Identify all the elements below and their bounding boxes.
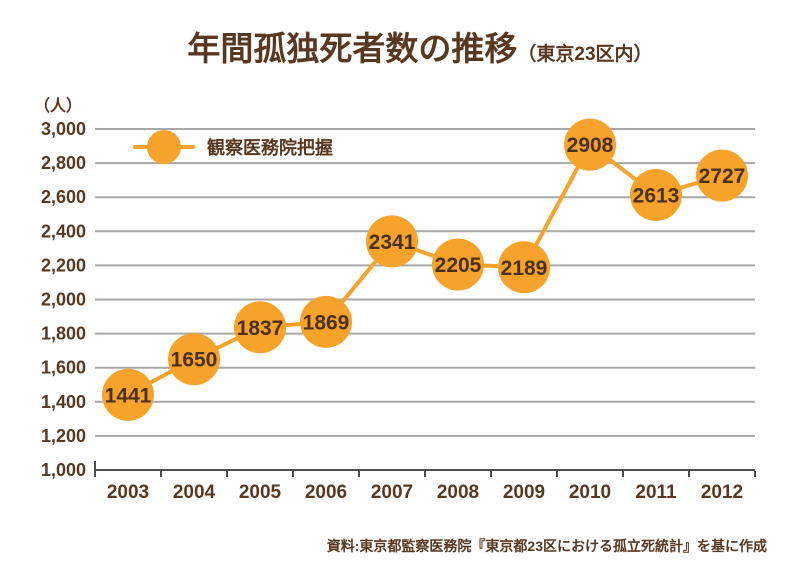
y-tick-label: 2,600: [41, 187, 86, 207]
source-note: 資料:東京都監察医務院『東京都23区における孤立死統計』を基に作成: [326, 538, 767, 554]
x-tick-label: 2011: [635, 482, 677, 503]
data-point-value-label: 1650: [171, 349, 218, 372]
data-point-value-label: 2205: [435, 254, 482, 277]
data-point-marker: [498, 241, 550, 294]
x-tick-label: 2004: [173, 482, 216, 503]
legend-circle-icon: [147, 130, 181, 164]
data-point-marker: [234, 301, 286, 354]
data-point-marker: [366, 215, 418, 268]
x-tick-label: 2012: [701, 482, 743, 503]
data-point-value-label: 2189: [501, 257, 548, 280]
data-point-value-label: 2341: [369, 231, 416, 254]
data-point-marker: [564, 118, 616, 171]
legend: 観察医務院把握: [133, 130, 333, 164]
y-tick-label: 1,400: [41, 392, 86, 412]
x-tick-label: 2006: [305, 482, 347, 503]
data-point-marker: [168, 333, 220, 386]
y-tick-label: 2,200: [41, 255, 86, 275]
page-title-sub: （東京23区内）: [517, 44, 653, 65]
data-point-marker: [432, 238, 484, 291]
y-tick-label: 1,200: [41, 426, 86, 446]
data-point-marker: [102, 368, 154, 421]
y-axis-unit-label: （人）: [34, 98, 83, 115]
y-tick-label: 2,000: [41, 290, 86, 310]
data-point-marker: [696, 149, 748, 202]
data-point-value-label: 2908: [567, 134, 614, 157]
x-tick-label: 2007: [371, 482, 413, 503]
x-tick-label: 2003: [107, 482, 149, 503]
y-tick-label: 2,400: [41, 221, 86, 241]
data-point-marker: [630, 168, 682, 221]
data-point-value-label: 1441: [105, 384, 152, 407]
series-line: [127, 142, 723, 397]
x-tick-label: 2008: [437, 482, 479, 503]
y-tick-label: 1,600: [41, 358, 86, 378]
data-point-value-label: 2727: [699, 165, 746, 188]
y-tick-label: 3,000: [41, 119, 86, 139]
page-title: 年間孤独死者数の推移（東京23区内）: [40, 22, 800, 70]
x-tick-label: 2009: [503, 482, 545, 503]
data-point-value-label: 2613: [633, 184, 680, 207]
data-point-marker: [300, 295, 352, 348]
y-tick-label: 2,800: [41, 153, 86, 173]
legend-series-marker-icon: [133, 130, 195, 164]
x-tick-label: 2010: [569, 482, 611, 503]
x-tick-label: 2005: [239, 482, 282, 503]
y-tick-label: 1,000: [41, 460, 86, 480]
page-title-main: 年間孤独死者数の推移: [187, 30, 518, 67]
data-point-value-label: 1837: [237, 317, 284, 340]
y-tick-label: 1,800: [41, 324, 86, 344]
data-point-value-label: 1869: [303, 311, 350, 334]
legend-label: 観察医務院把握: [207, 138, 333, 158]
